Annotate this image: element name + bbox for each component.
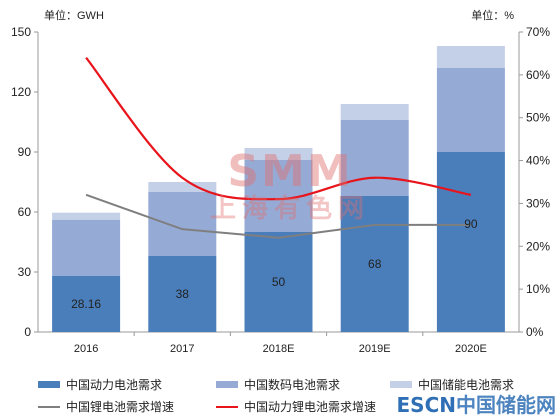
legend-item-power-battery: 中国动力电池需求 — [38, 376, 162, 393]
legend-swatch — [38, 405, 60, 408]
category-label: 2017 — [170, 343, 194, 355]
right-unit-label: 单位：% — [471, 8, 514, 22]
chart-area: 0 30 60 90 120 150 0% 10% 20% 30% 40% 50% 60% 70% 单位：G… — [11, 8, 550, 355]
line-series-2 — [85, 57, 472, 201]
right-tick-label: 20% — [526, 239, 550, 253]
bar-segment-1 — [244, 232, 313, 332]
left-tick-label: 60 — [18, 205, 32, 219]
right-tick-label: 60% — [526, 68, 550, 82]
legend: 中国动力电池需求 中国数码电池需求 中国储能电池需求 中国锂电池需求增速 中国动… — [38, 374, 538, 420]
data-label: 68 — [368, 257, 382, 271]
lines — [85, 57, 472, 239]
legend-item-power-lithium-growth: 中国动力锂电池需求增速 — [216, 398, 376, 415]
bar-segment-3 — [52, 212, 121, 220]
bar-segment-2 — [52, 219, 121, 276]
left-tick-label: 90 — [18, 145, 32, 159]
right-tick-label: 10% — [526, 282, 550, 296]
legend-item-storage-battery: 中国储能电池需求 — [390, 376, 514, 393]
bar-segment-2 — [340, 120, 409, 196]
bar-segment-3 — [436, 46, 505, 68]
legend-label: 中国锂电池需求增速 — [66, 400, 175, 414]
category-label: 2019E — [359, 343, 391, 355]
bar-segment-1 — [148, 256, 217, 332]
labels: 28.16 38 50 68 90 — [71, 217, 478, 311]
left-tick-label: 30 — [18, 265, 32, 279]
data-label: 28.16 — [71, 297, 101, 311]
line-series-1 — [85, 193, 471, 239]
bars — [52, 46, 505, 332]
bar-segment-3 — [148, 182, 217, 192]
legend-swatch — [390, 381, 412, 388]
right-tick-label: 70% — [526, 25, 550, 39]
data-label: 90 — [464, 217, 478, 231]
category-label: 2020E — [455, 343, 487, 355]
data-label: 38 — [176, 287, 190, 301]
legend-label: 中国储能电池需求 — [418, 378, 515, 392]
legend-swatch — [38, 381, 60, 388]
bar-segment-2 — [436, 68, 505, 152]
legend-label: 中国动力锂电池需求增速 — [244, 400, 377, 414]
right-tick-label: 40% — [526, 154, 550, 168]
bar-segment-2 — [148, 192, 217, 256]
data-label: 50 — [272, 275, 286, 289]
left-unit-label: 单位：GWH — [44, 8, 104, 22]
axes: 0 30 60 90 120 150 0% 10% 20% 30% 40% 50% 60% 70% 单位：G… — [11, 8, 550, 355]
legend-label: 中国数码电池需求 — [244, 378, 341, 392]
bar-segment-1 — [52, 275, 121, 332]
legend-swatch — [216, 381, 238, 388]
legend-swatch — [216, 405, 238, 408]
left-tick-label: 150 — [11, 25, 31, 39]
brand-en: ESCN — [396, 393, 456, 417]
right-tick-label: 0% — [526, 325, 544, 339]
brand-cn: 中国储能网 — [456, 393, 556, 417]
bar-segment-1 — [436, 152, 505, 332]
legend-label: 中国动力电池需求 — [66, 378, 163, 392]
legend-item-lithium-growth: 中国锂电池需求增速 — [38, 398, 174, 415]
category-label: 2016 — [74, 343, 98, 355]
legend-item-digital-battery: 中国数码电池需求 — [216, 376, 340, 393]
category-label: 2018E — [263, 343, 295, 355]
left-tick-label: 0 — [24, 325, 31, 339]
left-tick-label: 120 — [11, 85, 31, 99]
bar-segment-1 — [340, 196, 409, 332]
right-tick-label: 50% — [526, 111, 550, 125]
bar-segment-3 — [244, 148, 313, 160]
bar-segment-3 — [340, 104, 409, 120]
escn-brand-logo: ESCN中国储能网 — [397, 389, 556, 418]
right-tick-label: 30% — [526, 196, 550, 210]
